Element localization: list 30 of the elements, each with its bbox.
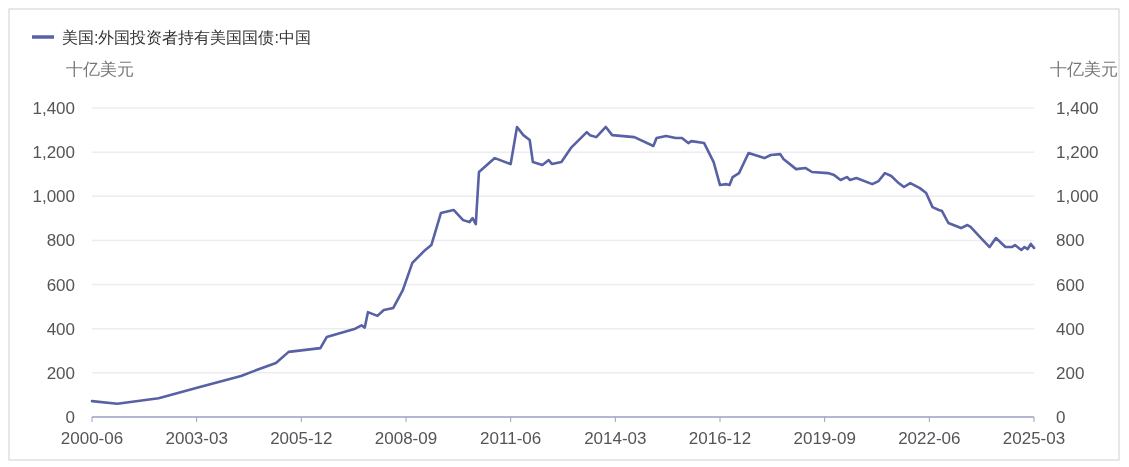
- y2-tick-label: 400: [1056, 319, 1085, 339]
- x-tick-label: 2014-03: [584, 429, 647, 448]
- line-series: [90, 125, 1036, 406]
- y2-tick-label: 800: [1056, 231, 1085, 251]
- y2-tick-label: 1,400: [1056, 99, 1099, 118]
- y-tick-label: 1,000: [32, 187, 75, 207]
- y-tick-label: 800: [46, 231, 75, 251]
- x-tick-label: 2000-06: [60, 429, 124, 448]
- y-tick-label: 1,200: [32, 143, 75, 163]
- y-axis-title: 十亿美元: [66, 60, 134, 79]
- y-tick-label: 200: [46, 363, 75, 383]
- y2-tick-label: 600: [1056, 275, 1085, 295]
- y2-tick-label: 1,000: [1056, 187, 1099, 207]
- y-tick-label: 600: [46, 275, 75, 295]
- y-tick-label: 0: [65, 408, 75, 427]
- x-tick-label: 2008-09: [374, 429, 438, 448]
- x-tick-label: 2019-09: [793, 429, 856, 448]
- x-tick-label: 2011-06: [480, 429, 542, 448]
- x-tick-label: 2003-03: [165, 429, 228, 448]
- y2-axis-title: 十亿美元: [1050, 60, 1118, 79]
- legend-label: 美国:外国投资者持有美国国债:中国: [62, 29, 311, 46]
- y-tick-label: 400: [46, 319, 75, 339]
- x-tick-label: 2025-03: [1002, 429, 1066, 448]
- x-tick-label: 2022-06: [898, 429, 961, 448]
- y2-tick-label: 200: [1056, 363, 1085, 383]
- y2-tick-label: 0: [1056, 408, 1066, 427]
- x-tick-label: 2016-12: [688, 429, 752, 448]
- y2-tick-label: 1,200: [1056, 143, 1099, 163]
- x-tick-label: 2005-12: [270, 429, 333, 448]
- y-tick-label: 1,400: [32, 99, 75, 118]
